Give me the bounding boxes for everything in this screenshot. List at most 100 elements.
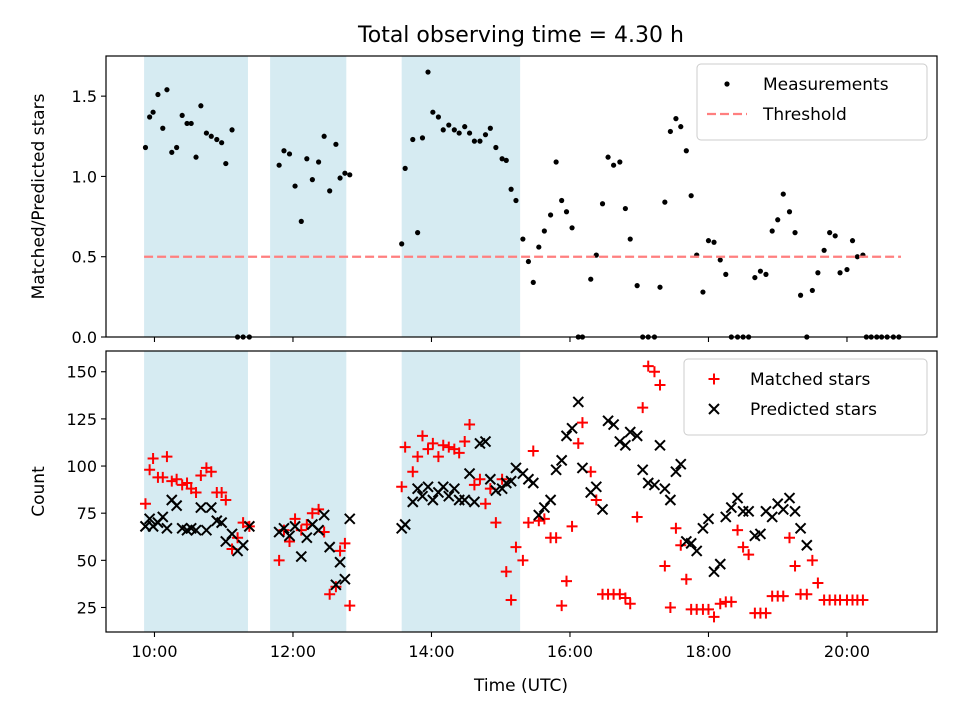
y-tick-label: 150 (66, 363, 97, 382)
matched-star-point (205, 466, 217, 478)
matched-star-point (654, 379, 666, 391)
matched-star-point (399, 441, 411, 453)
matched-star-point (572, 437, 584, 449)
matched-star-point (416, 430, 428, 442)
predicted-star-point (411, 482, 424, 495)
predicted-star-point (685, 537, 697, 550)
y-tick-label: 75 (77, 504, 97, 523)
predicted-star-point (312, 524, 325, 536)
measurement-point (786, 209, 793, 215)
measurement-point (627, 236, 633, 242)
predicted-star-point (161, 522, 173, 534)
predicted-star-point (157, 511, 169, 523)
measurement-point (214, 136, 220, 143)
matched-star-point (301, 519, 313, 531)
predicted-star-point (443, 490, 455, 502)
matched-star-point (289, 513, 301, 525)
measurement-point (399, 241, 405, 247)
predicted-star-point (720, 511, 732, 523)
measurement-point (462, 124, 468, 130)
measurement-point (844, 266, 850, 273)
matched-star-point (522, 517, 534, 529)
measurement-point (611, 162, 617, 168)
measurement-point (705, 238, 712, 244)
matched-star-point (812, 577, 824, 589)
predicted-star-point (195, 501, 207, 514)
matched-star-point (190, 486, 202, 498)
measurement-point (493, 144, 499, 151)
measurement-point (667, 128, 673, 135)
matched-star-point (474, 473, 486, 485)
matched-star-point (550, 532, 562, 544)
matched-star-point (313, 503, 325, 515)
matched-star-point (339, 537, 351, 549)
y-tick-label: 25 (77, 598, 97, 617)
measurement-point (402, 165, 408, 171)
matched-star-point (732, 524, 744, 536)
predicted-star-point (459, 494, 471, 506)
measurement-point (487, 125, 493, 131)
predicted-star-point (427, 494, 439, 506)
measurement-point (530, 279, 536, 286)
predicted-star-point (416, 490, 429, 502)
measurement-point (425, 69, 431, 75)
matched-star-point (637, 402, 649, 414)
chart-title: Total observing time = 4.30 h (357, 23, 684, 48)
matched-star-point (527, 445, 539, 457)
matched-star-point (680, 573, 692, 585)
top-axes-frame (105, 55, 938, 338)
x-tick-label: 18:00 (685, 642, 731, 661)
matched-star-point (777, 590, 789, 602)
predicted-star-point (754, 528, 767, 540)
predicted-star-point (576, 462, 589, 474)
matched-star-point (437, 439, 449, 451)
measurement-point (815, 270, 821, 276)
predicted-star-point (448, 482, 461, 495)
predicted-star-point (636, 464, 649, 476)
predicted-star-point (642, 477, 654, 489)
bottom-axes-frame (105, 350, 938, 633)
matched-star-point (760, 607, 772, 619)
matched-star-point (566, 520, 578, 532)
measurement-point (717, 257, 723, 263)
measurement-point (763, 271, 769, 277)
matched-star-point (806, 554, 818, 566)
predicted-star-point (555, 454, 568, 467)
predicted-star-point (801, 539, 813, 551)
matched-star-point (590, 494, 602, 506)
matched-star-point (561, 575, 573, 587)
predicted-star-point (289, 520, 301, 533)
matched-star-point (789, 560, 801, 572)
measurement-point (435, 114, 441, 120)
predicted-star-point (777, 503, 789, 516)
predicted-star-point (664, 494, 677, 506)
matched-star-point (783, 532, 795, 544)
measurement-point (780, 191, 786, 197)
y-tick-label: 125 (66, 410, 97, 429)
y-tick-label: 1.5 (72, 87, 97, 106)
matched-star-point (468, 479, 480, 491)
predicted-star-point (659, 482, 671, 495)
measurement-point (599, 201, 606, 207)
measurement-point (769, 228, 775, 234)
predicted-star-point (283, 530, 296, 542)
x-tick-label: 12:00 (270, 642, 316, 661)
matched-star-point (670, 522, 682, 534)
measurement-point (410, 136, 416, 143)
predicted-star-point (190, 524, 202, 536)
predicted-star-point (407, 496, 419, 508)
measurement-point (688, 193, 694, 199)
measurement-point (678, 124, 684, 130)
measurement-point (292, 183, 298, 189)
matched-star-point (702, 603, 714, 615)
measurement-point (179, 112, 185, 119)
matched-star-point (664, 601, 676, 613)
matched-star-point (743, 549, 755, 561)
predicted-star-point (170, 499, 183, 512)
measurement-point (617, 159, 623, 165)
predicted-star-point (226, 528, 238, 540)
predicted-star-point (479, 435, 492, 448)
predicted-star-point (295, 550, 307, 563)
predicted-star-point (544, 494, 557, 506)
measurement-point (849, 238, 856, 244)
